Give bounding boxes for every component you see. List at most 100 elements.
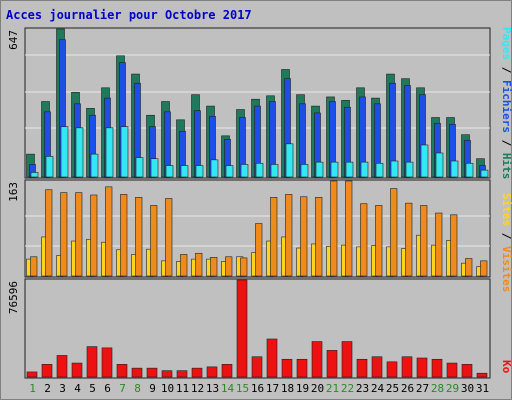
bar-ko-day-12: [191, 367, 203, 378]
bar-pages-day-11: [180, 165, 189, 178]
x-tick-label-21: 21: [326, 382, 339, 395]
legend-middle-separator-1: /: [500, 226, 512, 246]
bar-visites-day-11: [180, 254, 188, 277]
bar-visites-day-17: [270, 197, 278, 277]
bar-pages-day-29: [450, 160, 459, 178]
bar-pages-day-13: [210, 159, 219, 178]
bar-pages-day-5: [90, 153, 99, 178]
bar-ko-day-24: [371, 356, 383, 378]
bar-visites-day-18: [285, 194, 293, 277]
x-tick-label-18: 18: [281, 382, 294, 395]
bar-pages-day-27: [420, 144, 429, 178]
x-tick-label-13: 13: [206, 382, 219, 395]
bar-ko-day-19: [296, 358, 308, 378]
bar-visites-day-29: [450, 214, 458, 277]
x-tick-label-6: 6: [104, 382, 111, 395]
bar-visites-day-1: [30, 256, 38, 277]
bar-visites-day-19: [300, 196, 308, 277]
bar-pages-day-10: [165, 165, 174, 178]
x-tick-label-28: 28: [431, 382, 444, 395]
bar-pages-day-12: [195, 165, 204, 178]
x-tick-label-10: 10: [161, 382, 174, 395]
y-max-label-2: 163: [7, 182, 20, 202]
bar-ko-day-5: [86, 346, 98, 378]
bar-ko-day-15: [236, 279, 248, 378]
bar-pages-day-18: [285, 143, 294, 178]
bar-ko-day-9: [146, 367, 158, 378]
bar-pages-day-15: [240, 164, 249, 178]
x-tick-label-24: 24: [371, 382, 385, 395]
x-tick-label-16: 16: [251, 382, 264, 395]
x-tick-label-7: 7: [119, 382, 126, 395]
bar-ko-day-22: [341, 341, 353, 378]
y-max-label-3: 76596: [7, 281, 20, 314]
bar-ko-day-3: [56, 355, 68, 378]
bar-ko-day-29: [446, 362, 458, 378]
bar-pages-day-19: [300, 164, 309, 178]
x-tick-label-11: 11: [176, 382, 189, 395]
bar-ko-day-13: [206, 366, 218, 378]
bar-pages-day-21: [330, 161, 339, 178]
bar-ko-day-1: [26, 371, 38, 378]
bar-visites-day-2: [45, 189, 53, 277]
bar-visites-day-5: [90, 194, 98, 277]
bar-visites-day-3: [60, 192, 68, 277]
legend-top-fichiers: Fichiers: [500, 80, 512, 133]
bar-ko-day-2: [41, 364, 53, 378]
bar-ko-day-17: [266, 338, 278, 378]
bar-pages-day-6: [105, 127, 114, 178]
bar-ko-day-10: [161, 370, 173, 378]
legend-bottom-ko: Ko: [500, 360, 512, 374]
bar-pages-day-16: [255, 162, 264, 178]
bar-ko-day-8: [131, 367, 143, 378]
bar-ko-day-30: [461, 364, 473, 378]
bar-pages-day-20: [315, 161, 324, 178]
bar-pages-day-1: [30, 172, 39, 178]
legend-top-separator-2: /: [500, 133, 512, 153]
bar-visites-day-4: [75, 192, 83, 277]
bar-visites-day-25: [390, 188, 398, 277]
bar-ko-day-31: [476, 372, 488, 378]
bar-pages-day-14: [225, 165, 234, 178]
bar-ko-day-25: [386, 361, 398, 378]
x-tick-label-2: 2: [44, 382, 51, 395]
x-tick-label-12: 12: [191, 382, 204, 395]
x-tick-label-17: 17: [266, 382, 279, 395]
bar-ko-day-26: [401, 356, 413, 378]
bar-visites-day-6: [105, 186, 113, 277]
bar-visites-day-10: [165, 198, 173, 277]
bar-visites-day-24: [375, 205, 383, 277]
chart-title: Acces journalier pour Octobre 2017: [6, 8, 252, 22]
legend-top: Pages / Fichiers / Hits: [500, 27, 512, 179]
legend-middle-visites: Visites: [500, 246, 512, 292]
legend-middle-sites: Sites: [500, 193, 512, 226]
bar-visites-day-14: [225, 256, 233, 277]
legend-top-pages: Pages: [500, 27, 512, 60]
x-tick-label-15: 15: [236, 382, 249, 395]
bar-visites-day-28: [435, 212, 443, 277]
bar-visites-day-16: [255, 223, 263, 277]
bar-visites-day-20: [315, 197, 323, 277]
bar-visites-day-12: [195, 252, 203, 277]
bar-pages-day-17: [270, 164, 279, 178]
x-tick-label-1: 1: [29, 382, 36, 395]
bar-visites-day-21: [330, 180, 338, 277]
bar-pages-day-28: [435, 152, 444, 178]
bar-ko-day-23: [356, 358, 368, 378]
bar-visites-day-13: [210, 257, 218, 277]
bar-visites-day-23: [360, 203, 368, 277]
bar-visites-day-27: [420, 205, 428, 277]
bar-pages-day-7: [120, 126, 129, 178]
x-tick-label-4: 4: [74, 382, 81, 395]
x-tick-label-20: 20: [311, 382, 324, 395]
x-tick-label-29: 29: [446, 382, 459, 395]
bar-pages-day-9: [150, 158, 159, 178]
bar-ko-day-27: [416, 357, 428, 378]
x-tick-label-30: 30: [461, 382, 474, 395]
bar-pages-day-25: [390, 160, 399, 178]
x-tick-label-19: 19: [296, 382, 309, 395]
bar-visites-day-26: [405, 202, 413, 277]
bar-ko-day-6: [101, 347, 113, 378]
legend-top-hits: Hits: [500, 153, 512, 180]
